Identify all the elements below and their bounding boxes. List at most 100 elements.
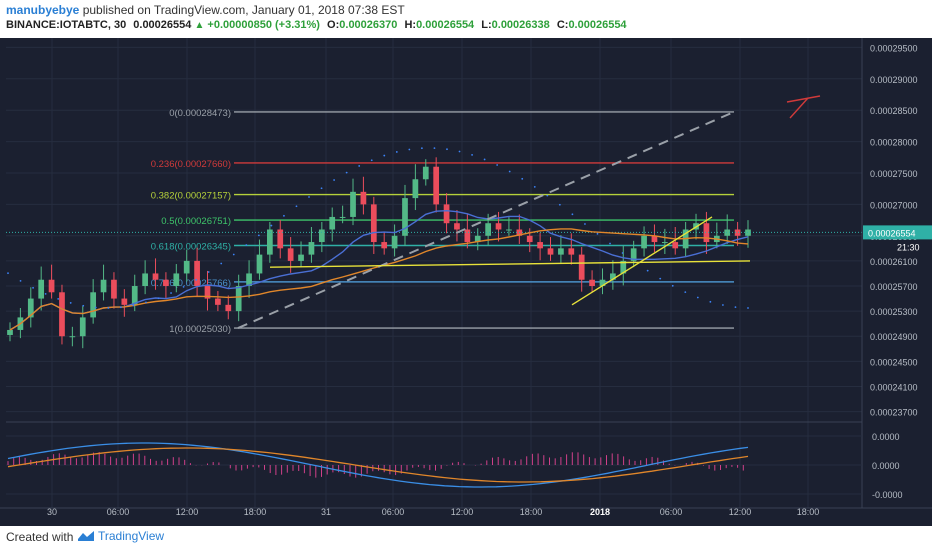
countdown-tag-text: 21:30 — [897, 242, 920, 252]
indicator-dot — [245, 244, 248, 246]
candle-body — [131, 286, 138, 305]
price-tick-label: 0.00025700 — [870, 282, 918, 292]
last-price: 0.00026554 — [133, 19, 192, 31]
indicator-dot — [345, 171, 348, 174]
candle-body — [27, 298, 34, 318]
indicator-dot — [44, 292, 47, 295]
candle-body — [568, 248, 575, 255]
candle-body — [350, 191, 356, 217]
candle-body — [59, 292, 65, 337]
indicator-dot — [671, 284, 674, 287]
author-link[interactable]: manubyebye — [6, 3, 80, 17]
indicator-dot — [609, 242, 611, 245]
indicator-dot — [370, 159, 373, 162]
indicator-dot — [659, 277, 662, 280]
indicator-dot — [408, 148, 411, 151]
up-arrow-icon: ▲ — [194, 20, 205, 31]
fib-level-label: 0.618(0.00026345) — [151, 242, 231, 253]
fib-level-label: 0.786(0.00025766) — [151, 278, 231, 289]
indicator-dot — [295, 205, 298, 208]
support-trendline — [269, 260, 751, 268]
macd-tick-label: 0.0000 — [872, 432, 900, 442]
time-tick-label: 18:00 — [244, 507, 267, 517]
candle-body — [495, 223, 502, 230]
candle-body — [703, 223, 710, 243]
indicator-dot — [308, 196, 310, 198]
countdown-tag — [893, 240, 932, 254]
candle-body — [402, 198, 408, 236]
fibonacci-retracement: 0(0.00028473) 0.236(0.00027660) 0.382(0.00… — [151, 108, 734, 335]
indicator-dot — [145, 301, 147, 304]
grid-lines — [6, 38, 862, 508]
candle-body — [745, 229, 751, 236]
indicator-dot — [32, 286, 34, 289]
low-label: L: — [481, 19, 492, 31]
candle-body — [433, 166, 440, 205]
price-change: +0.00000850 (+3.31%) — [207, 19, 320, 31]
tradingview-brand: TradingView — [98, 529, 165, 543]
candle-body — [589, 279, 595, 287]
moving-average-blue — [9, 209, 749, 331]
candle-body — [38, 279, 45, 299]
indicator-dot — [82, 304, 85, 307]
price-tick-label: 0.00027500 — [870, 169, 918, 179]
candle-body — [547, 248, 554, 255]
indicator-dot — [383, 154, 386, 157]
time-tick-label: 12:00 — [729, 507, 752, 517]
indicator-dot — [747, 307, 749, 309]
candle-body — [277, 229, 284, 249]
indicator-dot — [646, 269, 649, 272]
candle-body — [111, 279, 117, 299]
price-chart[interactable]: 0(0.00028473) 0.236(0.00027660) 0.382(0.00… — [0, 38, 932, 526]
price-tick-label: 0.00029000 — [870, 75, 918, 85]
chart-header: manubyebye published on TradingView.com,… — [0, 0, 932, 38]
indicator-dot — [395, 151, 398, 153]
time-tick-label: 31 — [321, 507, 331, 517]
indicator-dot — [696, 296, 699, 299]
symbol-label: BINANCE:IOTABTC, 30 — [6, 19, 127, 31]
indicator-dot — [358, 165, 361, 167]
candle-body — [173, 273, 180, 287]
candle-body — [610, 273, 616, 280]
candle-body — [578, 254, 585, 280]
candle-body — [485, 223, 491, 236]
candle-body — [443, 204, 450, 224]
indicator-dot — [19, 279, 22, 282]
fib-level-label: 0(0.00028473) — [169, 108, 231, 119]
publish-info: published on TradingView.com, January 01… — [82, 3, 405, 17]
macd-tick-label: -0.0000 — [872, 490, 903, 500]
macd-line — [7, 442, 749, 488]
indicator-dot — [533, 186, 536, 188]
time-tick-label: 12:00 — [451, 507, 474, 517]
overlay-lines — [6, 95, 862, 331]
macd-panel: 0.0000 0.0000 -0.0000 — [6, 421, 903, 500]
candle-body — [620, 260, 627, 274]
indicator-dot — [283, 214, 285, 217]
candle-body — [464, 229, 471, 243]
candle-body — [422, 166, 429, 180]
indicator-dot — [420, 147, 423, 150]
tradingview-logo[interactable]: TradingView — [78, 529, 164, 543]
indicator-dot — [182, 285, 185, 288]
candles — [7, 157, 751, 349]
indicator-dot — [558, 203, 561, 206]
candle-body — [599, 279, 606, 287]
indicator-dot — [107, 307, 110, 309]
close-value: 0.00026554 — [568, 19, 627, 31]
indicator-dot — [458, 150, 461, 153]
candle-body — [90, 292, 97, 318]
open-value: 0.00026370 — [339, 19, 398, 31]
candle-body — [329, 216, 336, 230]
high-label: H: — [404, 19, 417, 31]
last-price-tag — [863, 225, 932, 240]
time-axis: 30 06:00 12:00 18:00 31 06:00 12:00 18:00 2018 06… — [0, 507, 932, 517]
last-price-tag-text: 0.00026554 — [868, 228, 916, 238]
indicator-dot — [446, 148, 448, 151]
candle-body — [235, 286, 242, 312]
macd-tick-label: 0.0000 — [872, 461, 900, 471]
candle-body — [308, 242, 315, 255]
indicator-dot — [496, 164, 499, 166]
candle-body — [558, 248, 564, 255]
ohlc-line: BINANCE:IOTABTC, 30 0.00026554 ▲ +0.0000… — [6, 19, 627, 31]
candle-body — [225, 304, 232, 312]
